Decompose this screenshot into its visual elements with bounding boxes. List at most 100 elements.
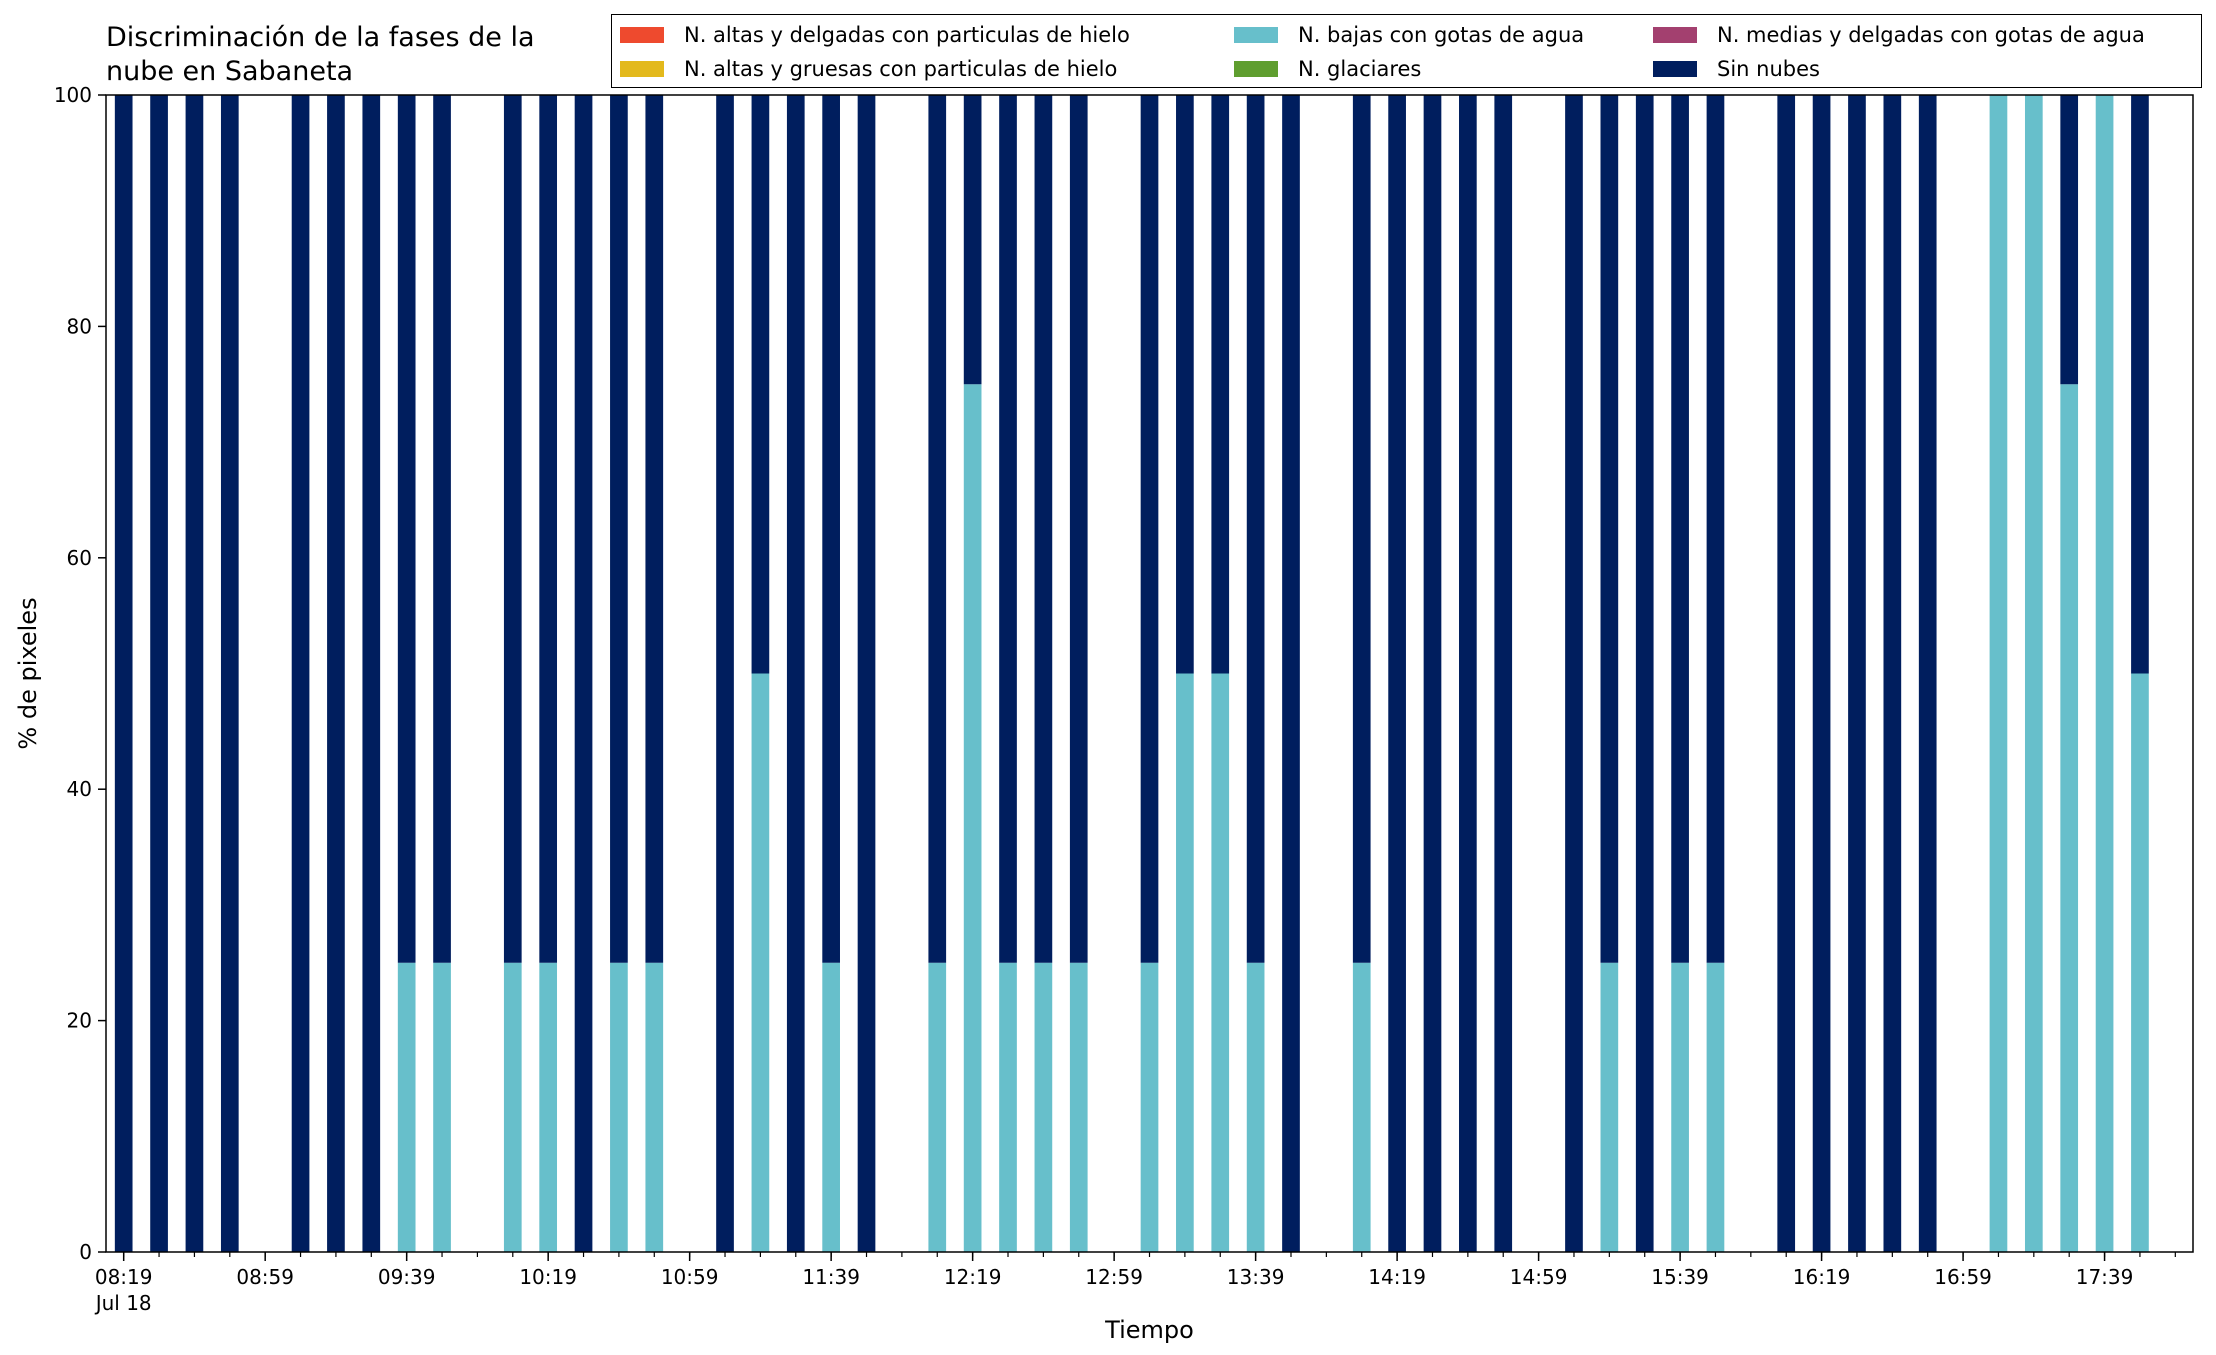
bar-15:49-series-5 [1706,95,1725,963]
bar-15:39-series-5 [1671,95,1689,963]
bar-10:19-series-5 [539,95,558,963]
legend-item-bajas-gotas: N. bajas con gotas de agua [1234,20,1584,50]
legend-swatch-medias-delgadas [1653,27,1697,43]
bar-13:09-series-5 [1140,95,1159,963]
bar-08:39-series-5 [185,95,204,1252]
bar-11:29-series-5 [786,95,805,1252]
y-tick-label-100: 100 [54,83,92,107]
legend-swatch-bajas-gotas [1234,27,1278,43]
bar-17:19-series-2 [2024,95,2043,1252]
x-tick-label-11:39: 11:39 [802,1265,860,1289]
bar-10:09-series-5 [503,95,522,963]
x-tick-label-12:59: 12:59 [1085,1265,1143,1289]
bar-10:49-series-2 [645,962,664,1252]
bar-12:09-series-2 [928,962,947,1252]
legend: N. altas y delgadas con particulas de hi… [611,14,2202,88]
bar-16:19-series-5 [1812,95,1831,1252]
y-tick-label-0: 0 [79,1240,92,1264]
bar-09:29-series-5 [362,95,381,1252]
legend-item-medias-delgadas: N. medias y delgadas con gotas de agua [1653,20,2145,50]
bar-09:39-series-2 [397,962,416,1252]
bar-14:19-series-5 [1388,95,1406,1252]
bar-11:39-series-5 [822,95,840,963]
bar-08:49-series-5 [220,95,239,1252]
bar-13:49-series-5 [1282,95,1300,1252]
bar-10:09-series-2 [503,962,522,1252]
bar-17:09-series-2 [1989,95,2008,1252]
bar-11:09-series-5 [716,95,734,1252]
bar-16:39-series-5 [1883,95,1902,1252]
bar-17:49-series-5 [2131,95,2149,674]
bar-11:19-series-5 [751,95,770,674]
x-tick-label-15:39: 15:39 [1651,1265,1709,1289]
bar-09:19-series-5 [327,95,345,1252]
x-tick-label-08:59: 08:59 [236,1265,294,1289]
bar-13:19-series-5 [1176,95,1194,674]
x-tick-label-08:19: 08:19 [95,1265,153,1289]
bar-10:39-series-5 [610,95,628,963]
x-tick-label-14:19: 14:19 [1368,1265,1426,1289]
legend-item-altas-gruesas: N. altas y gruesas con particulas de hie… [620,54,1117,84]
x-tick-sublabel-08:19: Jul 18 [94,1291,152,1315]
legend-item-sin-nubes: Sin nubes [1653,54,1820,84]
legend-label-medias-delgadas: N. medias y delgadas con gotas de agua [1717,23,2145,47]
legend-label-altas-delgadas: N. altas y delgadas con particulas de hi… [684,23,1130,47]
x-tick-label-10:19: 10:19 [519,1265,577,1289]
bar-13:19-series-2 [1176,673,1194,1252]
bar-16:49-series-5 [1918,95,1937,1252]
legend-swatch-glaciares [1234,61,1278,77]
bar-17:39-series-2 [2095,95,2114,1252]
bar-11:39-series-2 [822,962,840,1252]
bar-16:09-series-5 [1777,95,1796,1252]
y-tick-label-60: 60 [67,546,92,570]
bar-14:49-series-5 [1494,95,1513,1252]
bar-12:19-series-2 [963,384,982,1252]
bar-12:49-series-2 [1069,962,1088,1252]
legend-label-sin-nubes: Sin nubes [1717,57,1820,81]
legend-swatch-altas-gruesas [620,61,664,77]
bar-15:19-series-5 [1600,95,1619,963]
bar-09:49-series-2 [433,962,451,1252]
y-tick-label-20: 20 [67,1009,92,1033]
x-tick-label-10:59: 10:59 [661,1265,719,1289]
bar-17:49-series-2 [2131,673,2149,1252]
x-tick-label-14:59: 14:59 [1510,1265,1568,1289]
bar-15:09-series-5 [1565,95,1583,1252]
y-axis-label: % de pixeles [14,597,42,749]
bar-08:29-series-5 [150,95,168,1252]
x-axis-label: Tiempo [1104,1316,1194,1344]
bar-15:19-series-2 [1600,962,1619,1252]
bar-15:39-series-2 [1671,962,1689,1252]
x-tick-label-17:39: 17:39 [2076,1265,2134,1289]
bar-12:39-series-5 [1034,95,1053,963]
bar-10:39-series-2 [610,962,628,1252]
bar-12:49-series-5 [1069,95,1088,963]
legend-label-glaciares: N. glaciares [1298,57,1422,81]
bar-12:39-series-2 [1034,962,1053,1252]
bar-15:49-series-2 [1706,962,1725,1252]
bar-09:49-series-5 [433,95,451,963]
legend-item-altas-delgadas: N. altas y delgadas con particulas de hi… [620,20,1130,50]
bar-13:39-series-2 [1246,962,1265,1252]
bar-11:19-series-2 [751,673,770,1252]
bar-13:29-series-5 [1211,95,1230,674]
bar-15:29-series-5 [1635,95,1654,1252]
bar-13:29-series-2 [1211,673,1230,1252]
bar-17:29-series-2 [2060,384,2079,1252]
x-tick-label-16:59: 16:59 [1934,1265,1992,1289]
legend-swatch-altas-delgadas [620,27,664,43]
x-tick-label-13:39: 13:39 [1227,1265,1285,1289]
chart-title-line-2: nube en Sabaneta [106,56,354,87]
chart-title-line-1: Discriminación de la fases de la [106,22,535,53]
bar-14:39-series-5 [1459,95,1477,1252]
legend-item-glaciares: N. glaciares [1234,54,1421,84]
y-tick-label-40: 40 [67,777,92,801]
bar-14:09-series-5 [1352,95,1371,963]
x-tick-label-16:19: 16:19 [1793,1265,1851,1289]
bar-17:29-series-5 [2060,95,2079,385]
bar-14:09-series-2 [1352,962,1371,1252]
bar-13:39-series-5 [1246,95,1265,963]
bar-10:49-series-5 [645,95,664,963]
bar-12:29-series-5 [999,95,1017,963]
